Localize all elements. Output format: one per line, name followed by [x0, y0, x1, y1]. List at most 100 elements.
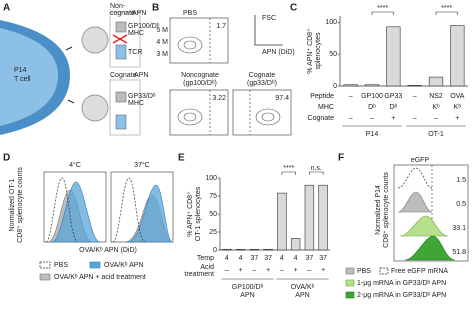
bar — [235, 248, 246, 251]
y-axis-label: Normalized P14 — [375, 185, 382, 235]
significance-bracket — [309, 171, 324, 175]
panel-label: C — [290, 3, 297, 14]
gate-value: 33.1 — [452, 225, 466, 232]
histogram — [404, 235, 456, 261]
legend-swatch — [39, 273, 51, 281]
gate-value: 1.7 — [216, 23, 226, 30]
apn-noncognate — [81, 26, 109, 54]
contour — [183, 40, 197, 50]
histogram-pbs — [45, 177, 79, 243]
x-axis-label: OVA/Kᵇ APN (DiD) — [79, 247, 137, 254]
plot-title: (gp33/Dᵇ) — [247, 80, 277, 87]
significance: **** — [377, 5, 388, 12]
x-tick-label: + — [455, 115, 459, 122]
cell-label: P14 — [14, 67, 27, 74]
histogram-pbs — [112, 177, 146, 243]
x-tick-label: Dᵇ — [389, 104, 397, 111]
legend-label: 2-μg mRNA in GP33/Dᵇ APN — [357, 292, 446, 299]
bar — [304, 184, 315, 251]
bar — [222, 248, 232, 251]
plot-title: Noncognate — [181, 72, 219, 79]
legend-label: PBS — [54, 262, 68, 269]
x-tick-label: OVA — [450, 93, 465, 100]
histogram — [397, 167, 433, 189]
x-tick-label: + — [294, 267, 298, 274]
significance: **** — [283, 165, 294, 172]
plot-title: Cognate — [249, 72, 276, 79]
legend-swatch — [345, 291, 355, 299]
x-tick-label: + — [266, 267, 270, 274]
legend-label: Free eGFP mRNA — [391, 268, 448, 275]
significance: n.s. — [311, 165, 322, 172]
label: Non- — [110, 3, 126, 10]
row-label: Acid — [200, 264, 214, 271]
contour — [177, 108, 203, 126]
panel-d: Normalized OT-1 CD8⁺ splenocyte counts 4… — [9, 161, 174, 281]
group-label: OVA/Kᵇ — [291, 284, 315, 291]
legend-label: PBS — [357, 268, 371, 275]
label: Cognate — [110, 72, 137, 79]
label: TCR — [128, 49, 142, 56]
histogram — [397, 191, 433, 213]
histogram-apn — [51, 181, 101, 243]
y-tick-label: 100 — [205, 175, 217, 182]
legend-swatch — [345, 279, 355, 287]
x-tick-label: 4 — [294, 255, 298, 262]
y-axis-label: CD8⁺ splenocyte counts — [17, 167, 24, 243]
tcr-icon — [115, 44, 127, 60]
bar — [263, 248, 273, 251]
y-tick-label: 4 M — [156, 39, 168, 46]
x-tick-label: – — [307, 267, 311, 274]
significance-bracket — [371, 11, 394, 15]
label: GP100/Dᵇ — [128, 23, 160, 30]
histogram-apn — [127, 184, 173, 243]
x-tick-label: GP100 — [361, 93, 383, 100]
group-label: OT-1 — [428, 131, 444, 138]
plot-title: PBS — [183, 10, 197, 17]
y-tick-label: 100 — [325, 19, 337, 26]
axis-key-label: FSC — [262, 15, 276, 22]
bar — [407, 85, 422, 87]
label: GP33/Dᵇ — [128, 93, 156, 100]
plot-title: (gp100/Dᵇ) — [183, 80, 217, 87]
significance: **** — [441, 5, 452, 12]
x-tick-label: 37 — [305, 255, 313, 262]
axis-key-label: APN (DiD) — [262, 49, 295, 56]
x-tick-label: Kᵇ — [432, 104, 440, 111]
x-tick-label: 4 — [225, 255, 229, 262]
tcr-icon — [115, 114, 127, 130]
x-tick-label: 4 — [280, 255, 284, 262]
y-tick-label: 0 — [333, 83, 337, 90]
legend-label: 1-μg mRNA in GP33/Dᵇ APN — [357, 280, 446, 287]
x-tick-label: GP33 — [384, 93, 402, 100]
mhc-icon — [115, 21, 127, 33]
significance-bracket — [435, 11, 458, 15]
gate-value: 3.22 — [212, 95, 226, 102]
panel-label: D — [3, 153, 10, 164]
x-tick-label: 4 — [239, 255, 243, 262]
legend-swatch — [379, 267, 389, 275]
receptor — [65, 46, 75, 104]
row-label: treatment — [184, 271, 214, 278]
plot-frame — [232, 89, 292, 136]
x-tick-label: 37 — [319, 255, 327, 262]
gate-value: 51.8 — [452, 249, 466, 256]
bar — [428, 76, 444, 87]
y-tick-label: 50 — [329, 51, 337, 58]
label: cognate — [110, 10, 135, 17]
bar — [318, 184, 328, 251]
legend-label: OVA/Kᵇ APN + acid treatment — [54, 274, 146, 281]
legend-swatch — [39, 261, 51, 269]
legend-swatch — [345, 267, 355, 275]
bar — [249, 248, 260, 251]
group-label: APN — [240, 292, 254, 299]
contour — [261, 112, 275, 122]
x-tick-label: – — [225, 267, 229, 274]
x-axis-label: eGFP — [411, 157, 430, 164]
y-tick-label: 5 M — [156, 27, 168, 34]
x-tick-label: – — [413, 115, 417, 122]
x-tick-label: – — [349, 93, 353, 100]
label: APN — [134, 72, 148, 79]
y-axis-label: % APN⁺ CD8⁺ — [187, 191, 194, 237]
plot-title: 37°C — [134, 161, 150, 169]
